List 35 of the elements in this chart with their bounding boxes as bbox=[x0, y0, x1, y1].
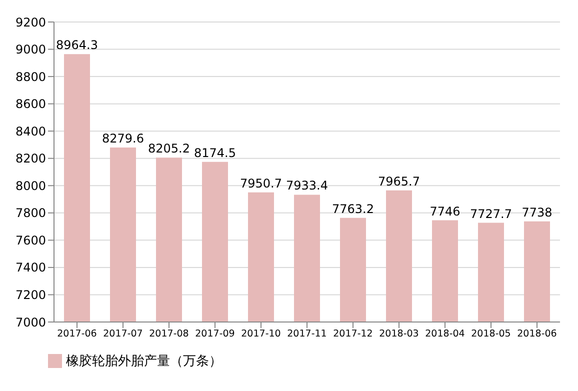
y-tick-label: 9000 bbox=[15, 42, 46, 57]
data-label: 8174.5 bbox=[194, 146, 236, 160]
x-tick-label: 2017-07 bbox=[103, 328, 143, 340]
data-label: 7763.2 bbox=[332, 202, 374, 216]
x-tick-label: 2017-09 bbox=[195, 328, 235, 340]
data-label: 8205.2 bbox=[148, 142, 190, 156]
y-tick-label: 8800 bbox=[15, 70, 46, 84]
x-tick-label: 2017-08 bbox=[149, 328, 189, 340]
legend-label: 橡胶轮胎外胎产量（万条） bbox=[66, 354, 222, 369]
x-tick-label: 2017-06 bbox=[57, 328, 97, 340]
x-tick-label: 2017-10 bbox=[241, 328, 281, 340]
y-tick-label: 7400 bbox=[15, 260, 46, 275]
data-label: 7933.4 bbox=[286, 178, 328, 193]
data-label: 7738 bbox=[522, 205, 552, 220]
x-tick-label: 2018-05 bbox=[471, 328, 511, 340]
y-tick-label: 8400 bbox=[15, 124, 46, 138]
data-label: 7965.7 bbox=[378, 174, 420, 188]
y-tick-label: 8000 bbox=[15, 178, 46, 193]
x-tick-label: 2018-04 bbox=[425, 328, 465, 340]
x-tick-label: 2018-06 bbox=[517, 328, 557, 340]
y-tick-label: 7000 bbox=[15, 315, 46, 330]
data-label: 7950.7 bbox=[240, 176, 282, 190]
y-tick-label: 7200 bbox=[15, 288, 46, 302]
x-tick-label: 2017-11 bbox=[287, 328, 327, 340]
data-label: 7746 bbox=[430, 204, 460, 218]
x-tick-label: 2018-03 bbox=[379, 328, 419, 340]
data-label: 7727.7 bbox=[470, 206, 512, 221]
y-tick-label: 8200 bbox=[15, 152, 46, 166]
y-tick-label: 7800 bbox=[15, 206, 46, 220]
data-label: 8279.6 bbox=[102, 132, 144, 146]
data-label: 8964.3 bbox=[56, 38, 98, 52]
y-tick-label: 9200 bbox=[15, 15, 46, 30]
y-tick-label: 8600 bbox=[15, 97, 46, 112]
x-tick-label: 2017-12 bbox=[333, 328, 373, 340]
y-tick-label: 7600 bbox=[15, 233, 46, 248]
